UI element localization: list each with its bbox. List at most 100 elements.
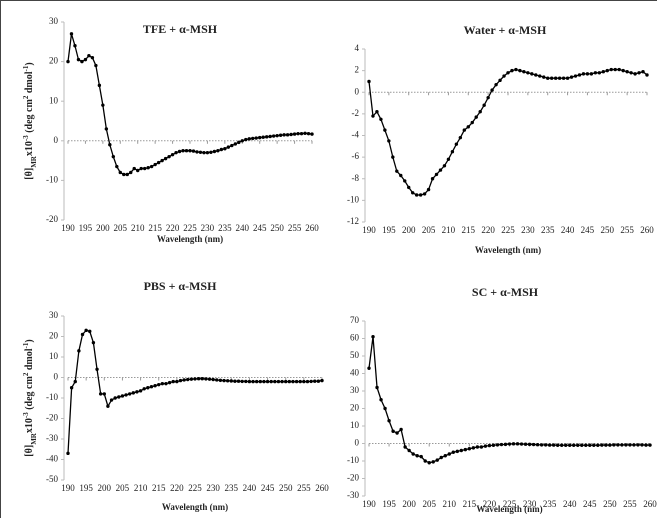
data-point — [73, 379, 77, 384]
data-point — [142, 166, 147, 171]
data-point — [414, 193, 419, 197]
data-point — [236, 379, 241, 383]
data-point — [309, 379, 313, 384]
data-point — [576, 443, 580, 447]
data-point — [97, 83, 102, 88]
data-point — [211, 377, 215, 382]
data-point — [189, 377, 194, 381]
data-point — [191, 149, 196, 153]
data-point — [122, 172, 126, 177]
data-point — [395, 431, 399, 435]
data-point — [454, 142, 459, 146]
y-tick-label: 0 — [355, 86, 360, 96]
data-point — [506, 71, 510, 75]
data-point — [375, 385, 379, 390]
data-point — [129, 170, 133, 175]
data-point — [530, 72, 534, 76]
data-point — [644, 443, 648, 447]
x-tick-label: 260 — [640, 225, 654, 235]
data-point — [418, 193, 423, 197]
data-point — [584, 443, 588, 447]
data-point — [207, 377, 212, 381]
data-point — [555, 443, 560, 447]
data-point — [101, 103, 105, 107]
y-axis-label-part: MR — [30, 155, 38, 168]
x-tick-label: 250 — [279, 483, 293, 493]
x-tick-label: 250 — [603, 499, 617, 509]
y-tick-label: 50 — [350, 350, 360, 360]
data-point — [572, 443, 576, 447]
data-point — [156, 160, 161, 165]
x-tick-label: 200 — [98, 483, 112, 493]
y-tick-label: -10 — [347, 194, 359, 204]
data-point — [212, 149, 217, 154]
data-point — [625, 70, 629, 74]
data-point — [475, 445, 480, 449]
data-point — [69, 32, 74, 36]
data-point — [403, 445, 407, 449]
data-point — [167, 380, 172, 385]
data-point — [479, 445, 484, 449]
data-point — [77, 349, 81, 353]
data-point — [601, 70, 606, 74]
x-tick-label: 220 — [481, 225, 495, 235]
y-tick-label: -10 — [46, 174, 58, 184]
data-point — [391, 429, 395, 433]
y-tick-label: 20 — [49, 331, 59, 341]
y-tick-label: 0 — [54, 372, 59, 382]
y-axis-label-part: 2 — [22, 95, 30, 99]
data-point — [215, 378, 219, 382]
data-point — [519, 442, 524, 446]
data-point — [446, 157, 451, 161]
data-point — [178, 378, 183, 383]
x-tick-label: 245 — [253, 223, 267, 233]
data-point — [371, 114, 375, 118]
x-tick-label: 195 — [382, 499, 396, 509]
data-line — [368, 68, 648, 196]
data-point — [462, 128, 467, 132]
x-tick-label: 215 — [462, 225, 476, 235]
data-point — [387, 419, 391, 423]
y-axis-label-part: -3 — [22, 412, 30, 418]
data-point — [223, 147, 227, 151]
y-tick-label: 0 — [54, 135, 59, 145]
data-point — [124, 393, 128, 397]
data-point — [264, 135, 269, 139]
data-point — [240, 379, 244, 384]
data-point — [600, 443, 604, 447]
data-point — [157, 382, 161, 387]
data-point — [205, 150, 210, 155]
x-tick-label: 245 — [261, 483, 275, 493]
y-axis-label-part: dmol — [24, 71, 35, 95]
data-point — [111, 154, 116, 159]
data-point — [299, 131, 304, 136]
y-tick-label: 0 — [355, 438, 360, 448]
data-point — [379, 398, 383, 402]
data-point — [526, 71, 530, 75]
data-point — [605, 68, 609, 73]
data-point — [422, 192, 427, 196]
data-point — [564, 443, 568, 447]
y-tick-label: 30 — [49, 16, 59, 26]
data-point — [146, 166, 150, 170]
data-point — [76, 57, 81, 62]
data-point — [439, 455, 443, 460]
data-point — [581, 72, 586, 76]
y-tick-label: 20 — [49, 56, 59, 66]
data-point — [244, 137, 248, 142]
data-point — [609, 67, 613, 72]
data-point — [282, 133, 286, 137]
data-point — [636, 443, 640, 447]
y-axis-label-part: -3 — [22, 135, 30, 141]
data-point — [240, 139, 244, 143]
data-point — [470, 120, 474, 125]
data-point — [175, 379, 179, 384]
data-point — [557, 76, 562, 80]
y-tick-label: -20 — [46, 214, 58, 224]
data-point — [108, 143, 112, 147]
data-point — [621, 68, 625, 73]
data-point — [251, 136, 255, 141]
chart-title: PBS + α-MSH — [144, 279, 218, 293]
data-point — [170, 152, 175, 157]
